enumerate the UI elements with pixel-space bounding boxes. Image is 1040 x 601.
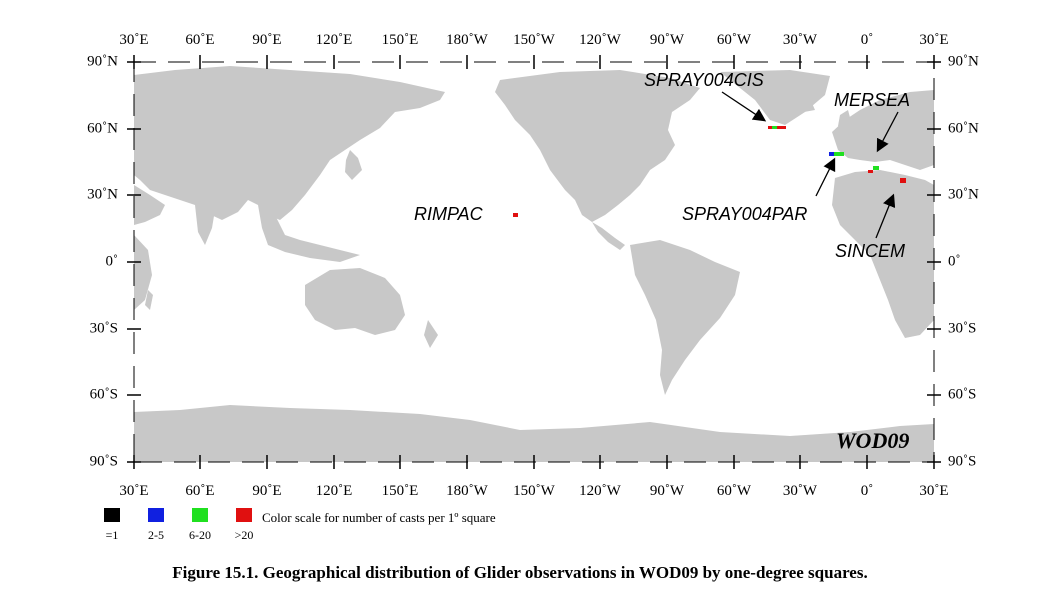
legend-description: Color scale for number of casts per 1º s… <box>262 510 496 525</box>
annotation-mersea: MERSEA <box>834 90 911 110</box>
lat-label-left: 90˚S <box>89 453 118 470</box>
data-square-rimpac <box>513 213 518 217</box>
lon-label-top: 0˚ <box>860 32 874 48</box>
japan <box>345 150 362 180</box>
arrow-spray-par <box>815 157 836 197</box>
arrow-sincem <box>875 193 896 239</box>
lat-label-right: 60˚N <box>948 120 979 137</box>
lat-label-left: 30˚N <box>87 186 118 203</box>
arrow-mersea <box>876 111 899 153</box>
lon-label-top: 90˚W <box>649 32 685 48</box>
legend-swatch-6-20 <box>192 508 208 522</box>
lon-label-bottom: 120˚W <box>579 483 621 499</box>
iceland <box>800 103 815 112</box>
uk <box>838 110 852 132</box>
annotation-arrows <box>721 91 899 239</box>
lat-label-right: 0˚ <box>948 253 961 270</box>
lon-label-bottom: 90˚W <box>649 483 685 499</box>
lat-label-left: 90˚N <box>87 53 118 70</box>
lat-label-right: 90˚S <box>948 453 977 470</box>
antarctica <box>134 405 934 462</box>
legend-label: 6-20 <box>189 528 211 542</box>
lon-label-top: 150˚E <box>381 32 419 48</box>
europe <box>832 90 934 170</box>
legend-swatch-gt20 <box>236 508 252 522</box>
data-square-sincem <box>900 178 906 183</box>
wod09-stamp: WOD09 <box>836 428 910 453</box>
lon-label-bottom: 0˚ <box>860 483 874 499</box>
frame-ticks <box>127 55 941 469</box>
lon-label-top: 30˚E <box>919 32 949 48</box>
lon-label-top: 120˚W <box>579 32 621 48</box>
lat-label-left: 60˚N <box>87 120 118 137</box>
lon-label-top: 60˚E <box>185 32 215 48</box>
data-square-mersea-2 <box>868 170 873 173</box>
lat-label-left: 60˚S <box>89 386 118 403</box>
central-america <box>592 222 625 250</box>
lon-label-top: 150˚W <box>513 32 555 48</box>
arrow-spray-cis <box>721 91 767 122</box>
lon-label-top: 90˚E <box>252 32 282 48</box>
lon-label-top: 30˚E <box>119 32 149 48</box>
annotation-sincem: SINCEM <box>835 241 906 261</box>
australia <box>305 268 405 335</box>
lat-label-right: 60˚S <box>948 386 977 403</box>
legend-swatch-eq1 <box>104 508 120 522</box>
lat-label-right: 30˚S <box>948 320 977 337</box>
lon-label-top: 30˚W <box>782 32 818 48</box>
annotation-spray004par: SPRAY004PAR <box>682 204 808 224</box>
data-square-spray-par-2 <box>834 152 844 156</box>
data-square-spray-par <box>829 152 834 156</box>
madagascar <box>145 290 153 310</box>
lon-label-bottom: 180˚W <box>446 483 488 499</box>
legend-label: 2-5 <box>148 528 164 542</box>
north-america <box>495 70 700 222</box>
lat-label-left: 30˚S <box>89 320 118 337</box>
lon-label-bottom: 30˚W <box>782 483 818 499</box>
lat-label-left: 0˚ <box>105 253 119 270</box>
annotation-spray004cis: SPRAY004CIS <box>644 70 764 90</box>
lon-label-bottom: 150˚E <box>381 483 419 499</box>
land-masses <box>134 66 934 462</box>
annotation-rimpac: RIMPAC <box>414 204 483 224</box>
india <box>195 205 215 245</box>
data-square-mersea <box>873 166 879 170</box>
se-asia <box>258 205 360 262</box>
africa <box>832 170 934 338</box>
new-zealand <box>424 320 438 348</box>
data-square-spray-cis-2 <box>772 126 777 129</box>
east-africa <box>134 235 152 310</box>
lon-label-bottom: 150˚W <box>513 483 555 499</box>
lon-label-bottom: 60˚E <box>185 483 215 499</box>
greenland <box>720 70 830 125</box>
eurasia-east <box>134 66 445 220</box>
lon-label-bottom: 120˚E <box>315 483 353 499</box>
legend-label: =1 <box>105 528 119 542</box>
lon-label-top: 60˚W <box>716 32 752 48</box>
lon-label-bottom: 30˚E <box>919 483 949 499</box>
arabia <box>134 185 165 225</box>
lon-label-bottom: 30˚E <box>119 483 149 499</box>
legend-label: >20 <box>234 528 254 542</box>
lon-label-bottom: 60˚W <box>716 483 752 499</box>
lat-label-right: 30˚N <box>948 186 979 203</box>
glider-data-squares <box>513 126 906 217</box>
lon-label-top: 120˚E <box>315 32 353 48</box>
figure-caption: Figure 15.1. Geographical distribution o… <box>172 563 868 582</box>
lon-label-bottom: 90˚E <box>252 483 282 499</box>
south-america <box>630 240 740 395</box>
lat-label-right: 90˚N <box>948 53 979 70</box>
legend-swatch-2-5 <box>148 508 164 522</box>
lon-label-top: 180˚W <box>446 32 488 48</box>
